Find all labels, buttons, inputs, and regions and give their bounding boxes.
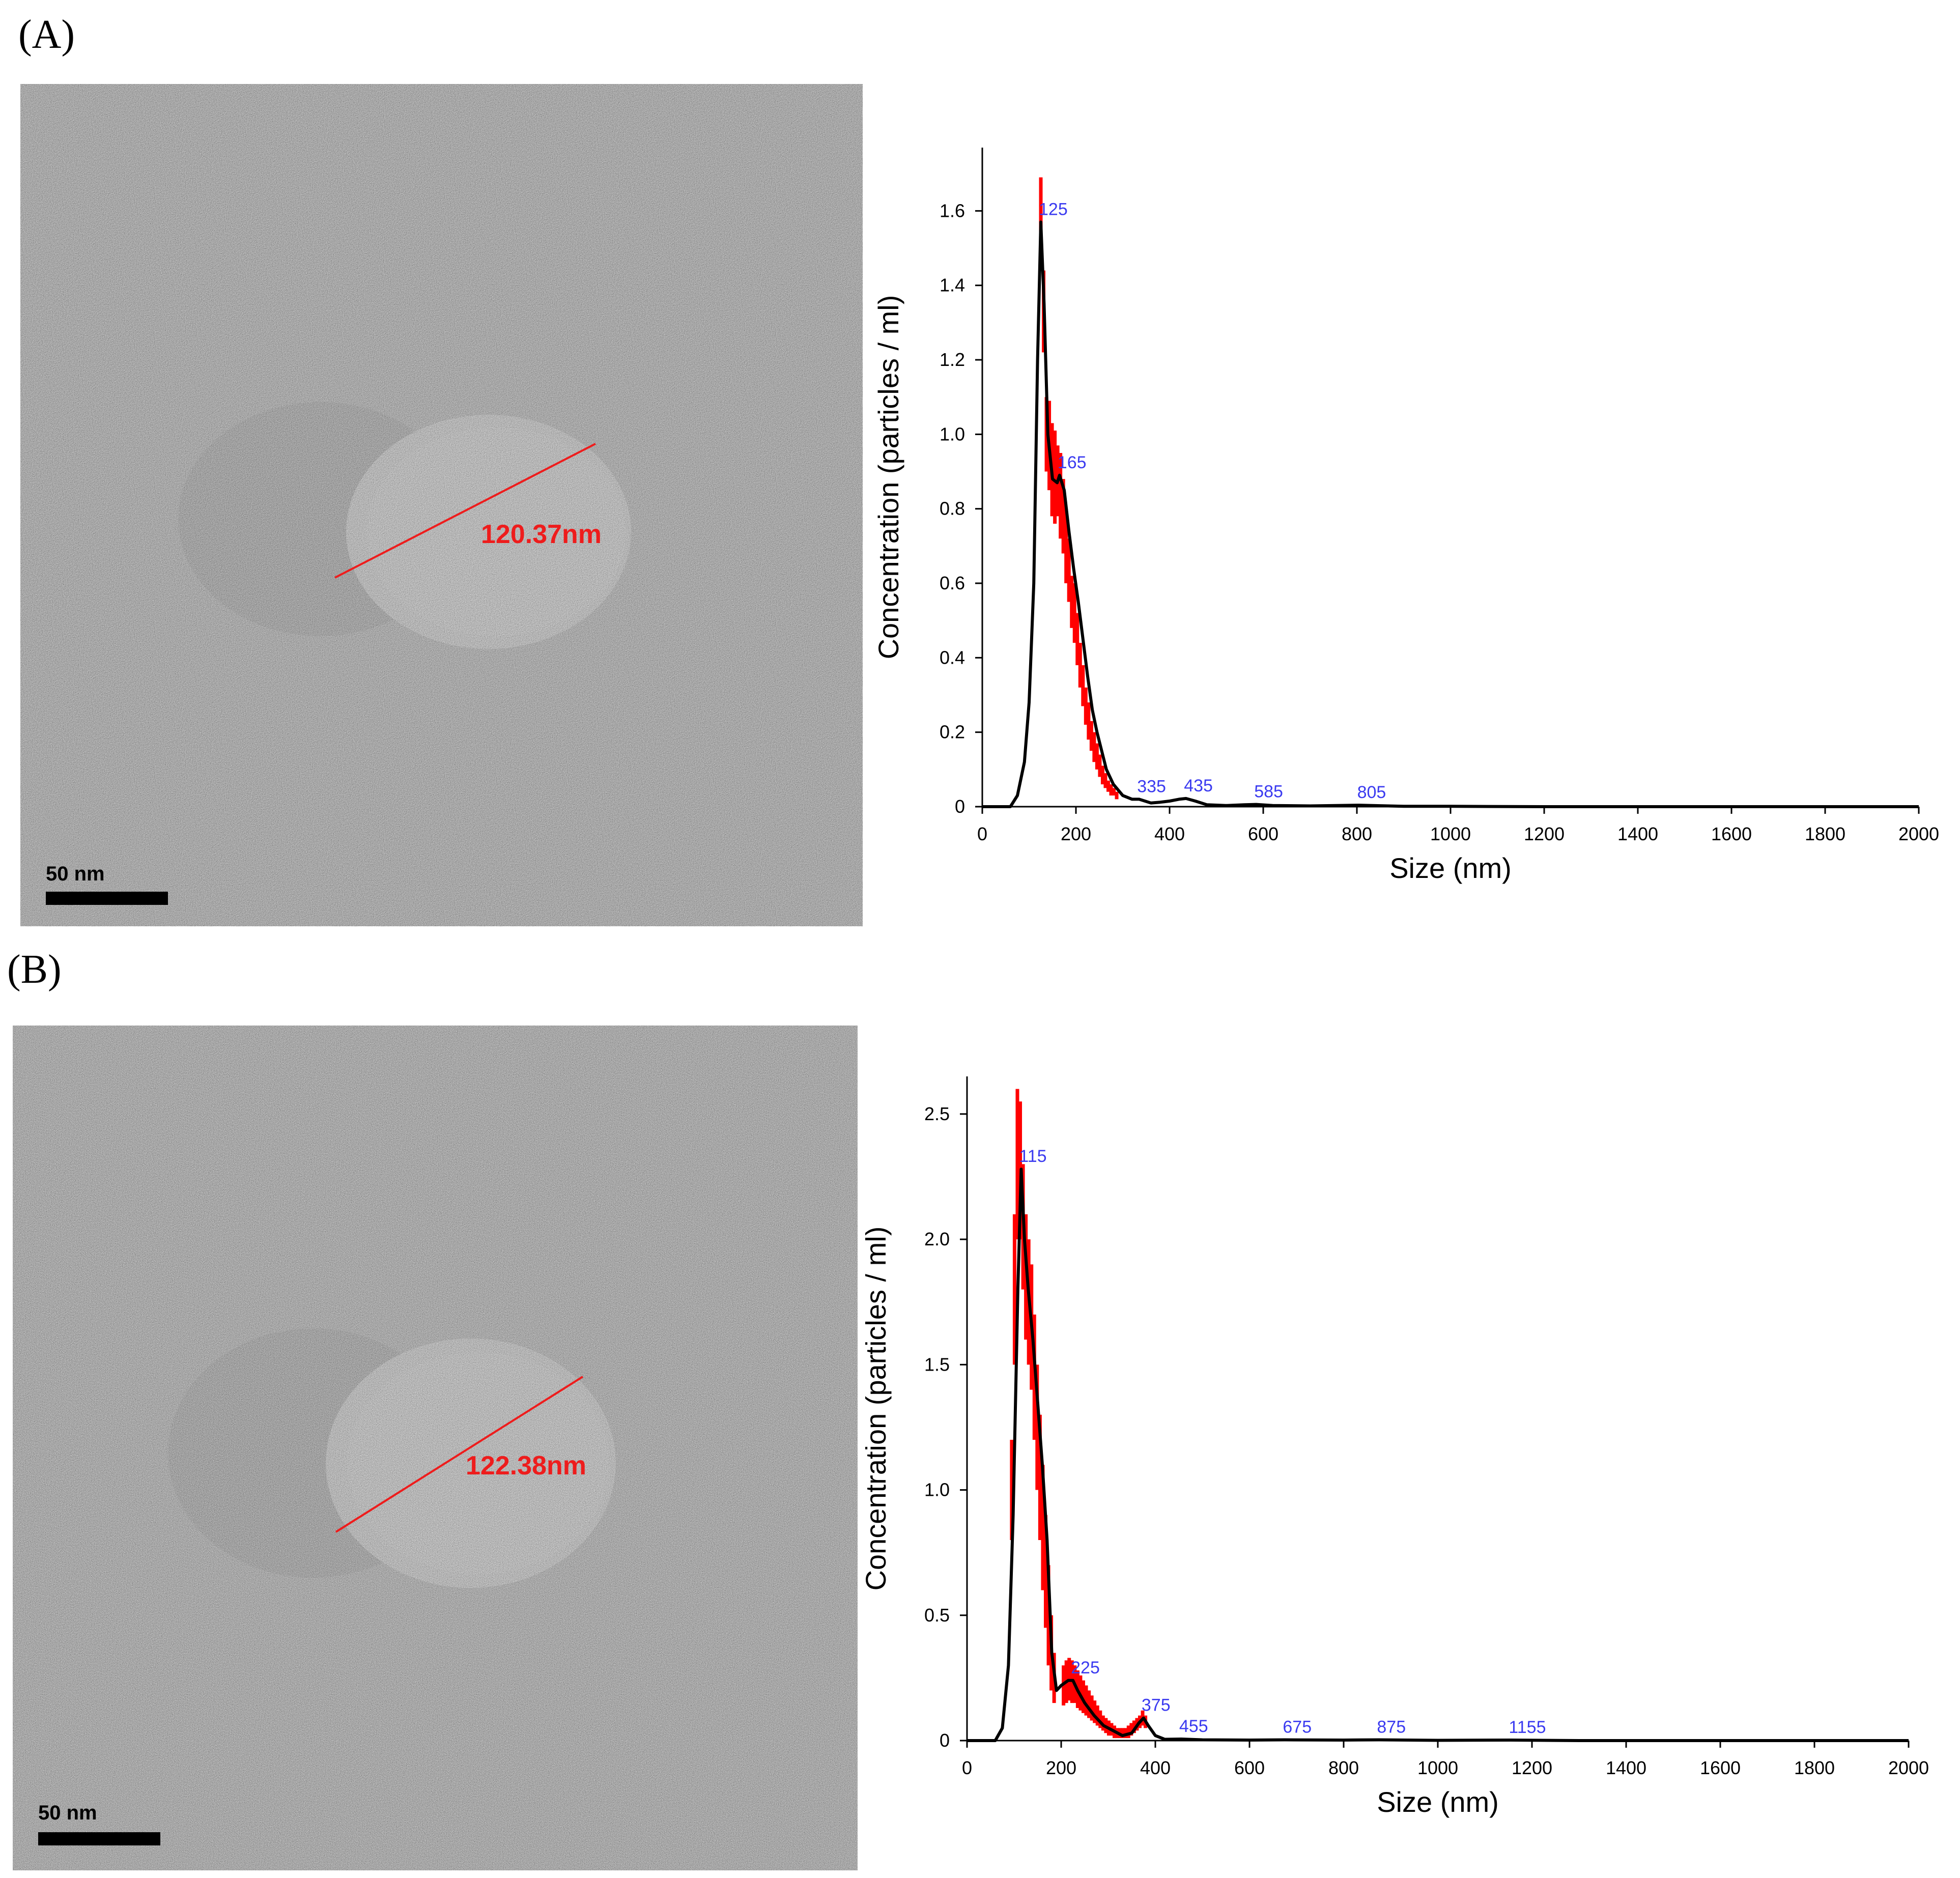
scale-bar-label: 50 nm <box>38 1802 97 1824</box>
chart-b: 0 200 400 600 800 1000 1200 1400 1600 1800 2000 0 0.… <box>865 1071 1959 1855</box>
y-axis-label: Concentration (particles / ml) <box>865 1227 892 1591</box>
measure-line <box>335 1376 584 1533</box>
x-tick-label: 1600 <box>1700 1757 1741 1778</box>
x-tick-label: 400 <box>1154 823 1185 844</box>
measurement-label: 122.38nm <box>466 1451 587 1481</box>
y-tick-label: 2.5 <box>924 1103 950 1124</box>
x-tick-label: 800 <box>1342 823 1372 844</box>
y-tick-label: 1.0 <box>940 423 965 444</box>
peak-label: 165 <box>1058 453 1087 472</box>
peak-label: 115 <box>1019 1147 1046 1166</box>
x-tick-label: 200 <box>1061 823 1091 844</box>
panel-b-label: (B) <box>7 947 62 992</box>
x-tick-label: 1200 <box>1524 823 1565 844</box>
x-tick-label: 1400 <box>1617 823 1658 844</box>
measurement-label: 120.37nm <box>481 520 602 549</box>
y-tick-label: 0.6 <box>940 573 965 593</box>
peak-label: 585 <box>1254 782 1283 802</box>
peak-label: 375 <box>1142 1696 1171 1715</box>
x-tick-label: 800 <box>1328 1757 1359 1778</box>
x-tick-label: 2000 <box>1888 1757 1929 1778</box>
y-tick-label: 0.5 <box>924 1605 950 1626</box>
chart-b-svg: 0 200 400 600 800 1000 1200 1400 1600 1800 2000 0 0.… <box>865 1076 1929 1818</box>
x-tick-label: 1000 <box>1430 823 1471 844</box>
y-tick-label: 0.4 <box>940 647 965 668</box>
chart-a: 0 200 400 600 800 1000 1200 1400 1600 1800 2000 0 0.… <box>875 137 1959 916</box>
peak-label: 335 <box>1137 777 1166 796</box>
x-tick-label: 600 <box>1234 1757 1265 1778</box>
x-tick-label: 400 <box>1140 1757 1171 1778</box>
y-tick-label: 1.0 <box>924 1479 950 1500</box>
peak-label: 875 <box>1377 1718 1406 1737</box>
y-tick-label: 1.2 <box>940 349 965 370</box>
peak-label: 1155 <box>1509 1718 1546 1737</box>
distribution-line <box>982 220 1919 808</box>
tem-image-a: 120.37nm 50 nm <box>20 84 863 926</box>
x-axis-label: Size (nm) <box>1389 852 1512 884</box>
measure-line <box>334 443 596 579</box>
chart-a-svg: 0 200 400 600 800 1000 1200 1400 1600 1800 2000 0 0.… <box>875 148 1939 884</box>
peak-label: 125 <box>1039 200 1068 219</box>
scale-bar-label: 50 nm <box>46 863 105 885</box>
y-tick-label: 1.5 <box>924 1354 950 1375</box>
x-tick-label: 1000 <box>1417 1757 1458 1778</box>
x-tick-label: 1800 <box>1794 1757 1835 1778</box>
peak-label: 435 <box>1184 776 1213 795</box>
tem-noise <box>13 1026 858 1870</box>
tem-noise <box>20 84 863 926</box>
tem-image-b: 122.38nm 50 nm <box>13 1026 858 1870</box>
y-tick-label: 1.4 <box>940 275 965 296</box>
x-tick-label: 0 <box>977 823 987 844</box>
distribution-line <box>967 1168 1909 1742</box>
x-axis-label: Size (nm) <box>1377 1786 1499 1818</box>
y-tick-label: 2.0 <box>924 1229 950 1249</box>
panel-a-label: (A) <box>18 12 75 57</box>
y-tick-label: 1.6 <box>940 200 965 221</box>
x-tick-label: 1200 <box>1512 1757 1552 1778</box>
peak-label: 225 <box>1071 1658 1100 1677</box>
x-tick-label: 1600 <box>1711 823 1752 844</box>
x-tick-label: 1800 <box>1805 823 1845 844</box>
y-axis-label: Concentration (particles / ml) <box>875 295 904 660</box>
x-tick-label: 0 <box>962 1757 972 1778</box>
scale-bar <box>46 892 168 905</box>
x-tick-label: 1400 <box>1606 1757 1646 1778</box>
x-tick-label: 200 <box>1046 1757 1076 1778</box>
y-tick-label: 0 <box>955 796 965 817</box>
x-tick-label: 2000 <box>1898 823 1939 844</box>
y-tick-label: 0.8 <box>940 498 965 519</box>
peak-label: 455 <box>1179 1717 1208 1736</box>
scale-bar <box>38 1832 160 1845</box>
y-tick-label: 0 <box>940 1730 950 1751</box>
x-tick-label: 600 <box>1248 823 1279 844</box>
peak-label: 675 <box>1283 1718 1312 1737</box>
peak-label: 805 <box>1357 783 1386 802</box>
y-tick-label: 0.2 <box>940 722 965 743</box>
